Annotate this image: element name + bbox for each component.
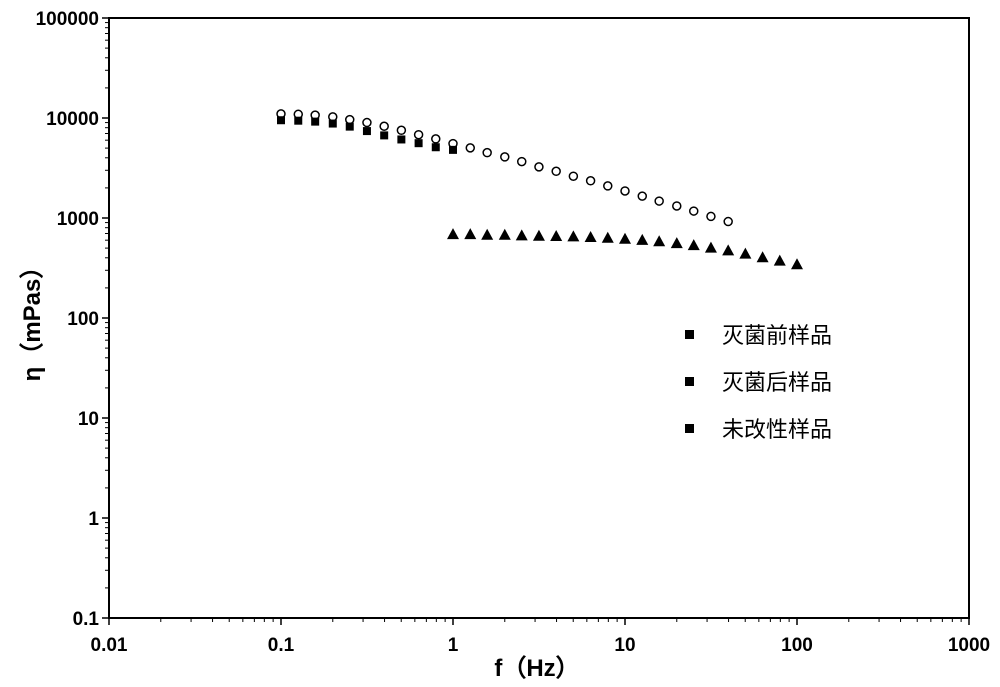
y-tick-label: 0.1 bbox=[73, 609, 100, 630]
point-before-sterilization bbox=[449, 146, 457, 154]
point-before-sterilization bbox=[346, 123, 354, 131]
point-after-sterilization bbox=[380, 122, 388, 130]
y-axis-title: η（mPas） bbox=[19, 255, 46, 382]
x-tick-label: 10 bbox=[614, 635, 635, 656]
x-tick-label: 1000 bbox=[948, 635, 990, 656]
x-tick-label: 0.1 bbox=[268, 635, 295, 656]
legend-label-before-sterilization: 灭菌前样品 bbox=[722, 324, 832, 349]
point-after-sterilization bbox=[707, 212, 715, 220]
x-tick-label: 1 bbox=[448, 635, 459, 656]
point-before-sterilization bbox=[294, 117, 302, 125]
point-before-sterilization bbox=[329, 120, 337, 128]
y-tick-label: 1000 bbox=[57, 209, 99, 230]
point-after-sterilization bbox=[552, 167, 560, 175]
point-after-sterilization bbox=[621, 187, 629, 195]
point-after-sterilization bbox=[397, 126, 405, 134]
point-after-sterilization bbox=[673, 202, 681, 210]
x-tick-label: 0.01 bbox=[91, 635, 128, 656]
point-after-sterilization bbox=[535, 163, 543, 171]
point-before-sterilization bbox=[277, 116, 285, 124]
legend-label-after-sterilization: 灭菌后样品 bbox=[722, 371, 832, 396]
y-tick-label: 10 bbox=[78, 409, 99, 430]
y-tick-label: 10000 bbox=[46, 109, 99, 130]
point-after-sterilization bbox=[415, 131, 423, 139]
legend-label-unmodified: 未改性样品 bbox=[722, 418, 832, 443]
y-tick-label: 100 bbox=[67, 309, 99, 330]
x-axis-title: f（Hz） bbox=[494, 655, 579, 682]
point-after-sterilization bbox=[604, 182, 612, 190]
point-before-sterilization bbox=[311, 118, 319, 126]
point-after-sterilization bbox=[501, 153, 509, 161]
legend-marker-after-sterilization bbox=[685, 377, 694, 386]
point-after-sterilization bbox=[655, 197, 663, 205]
point-before-sterilization bbox=[415, 139, 423, 147]
point-before-sterilization bbox=[363, 127, 371, 135]
point-after-sterilization bbox=[690, 207, 698, 215]
point-after-sterilization bbox=[638, 192, 646, 200]
x-tick-labels: 0.01 0.1 1 10 100 1000 bbox=[91, 635, 991, 656]
point-after-sterilization bbox=[432, 135, 440, 143]
point-after-sterilization bbox=[569, 172, 577, 180]
point-before-sterilization bbox=[432, 143, 440, 151]
y-tick-label: 100000 bbox=[36, 9, 99, 30]
point-after-sterilization bbox=[518, 158, 526, 166]
plot-frame bbox=[109, 18, 969, 618]
viscosity-chart: 0.01 0.1 1 10 100 1000 0.1 1 10 100 1000 10000 1000… bbox=[0, 0, 1000, 687]
point-after-sterilization bbox=[724, 218, 732, 226]
y-tick-label: 1 bbox=[88, 509, 99, 530]
point-after-sterilization bbox=[363, 119, 371, 127]
point-after-sterilization bbox=[483, 149, 491, 157]
point-after-sterilization bbox=[466, 144, 474, 152]
point-before-sterilization bbox=[397, 135, 405, 143]
legend-marker-unmodified bbox=[685, 424, 694, 433]
point-after-sterilization bbox=[346, 116, 354, 124]
point-after-sterilization bbox=[587, 177, 595, 185]
x-tick-label: 100 bbox=[781, 635, 813, 656]
point-before-sterilization bbox=[380, 131, 388, 139]
legend-marker-before-sterilization bbox=[685, 330, 694, 339]
